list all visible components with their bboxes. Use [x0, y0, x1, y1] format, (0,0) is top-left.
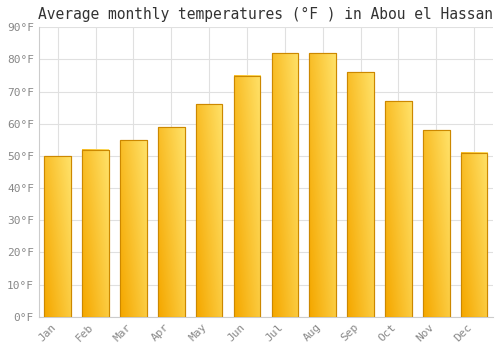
Bar	[44, 156, 71, 317]
Bar	[385, 101, 411, 317]
Bar	[272, 53, 298, 317]
Bar	[120, 140, 146, 317]
Title: Average monthly temperatures (°F ) in Abou el Hassan: Average monthly temperatures (°F ) in Ab…	[38, 7, 494, 22]
Bar	[348, 72, 374, 317]
Bar	[310, 53, 336, 317]
Bar	[272, 53, 298, 317]
Bar	[461, 153, 487, 317]
Bar	[196, 105, 222, 317]
Bar	[82, 149, 109, 317]
Bar	[82, 149, 109, 317]
Bar	[158, 127, 184, 317]
Bar	[385, 101, 411, 317]
Bar	[196, 105, 222, 317]
Bar	[234, 76, 260, 317]
Bar	[348, 72, 374, 317]
Bar	[310, 53, 336, 317]
Bar	[120, 140, 146, 317]
Bar	[461, 153, 487, 317]
Bar	[423, 130, 450, 317]
Bar	[423, 130, 450, 317]
Bar	[44, 156, 71, 317]
Bar	[234, 76, 260, 317]
Bar	[158, 127, 184, 317]
